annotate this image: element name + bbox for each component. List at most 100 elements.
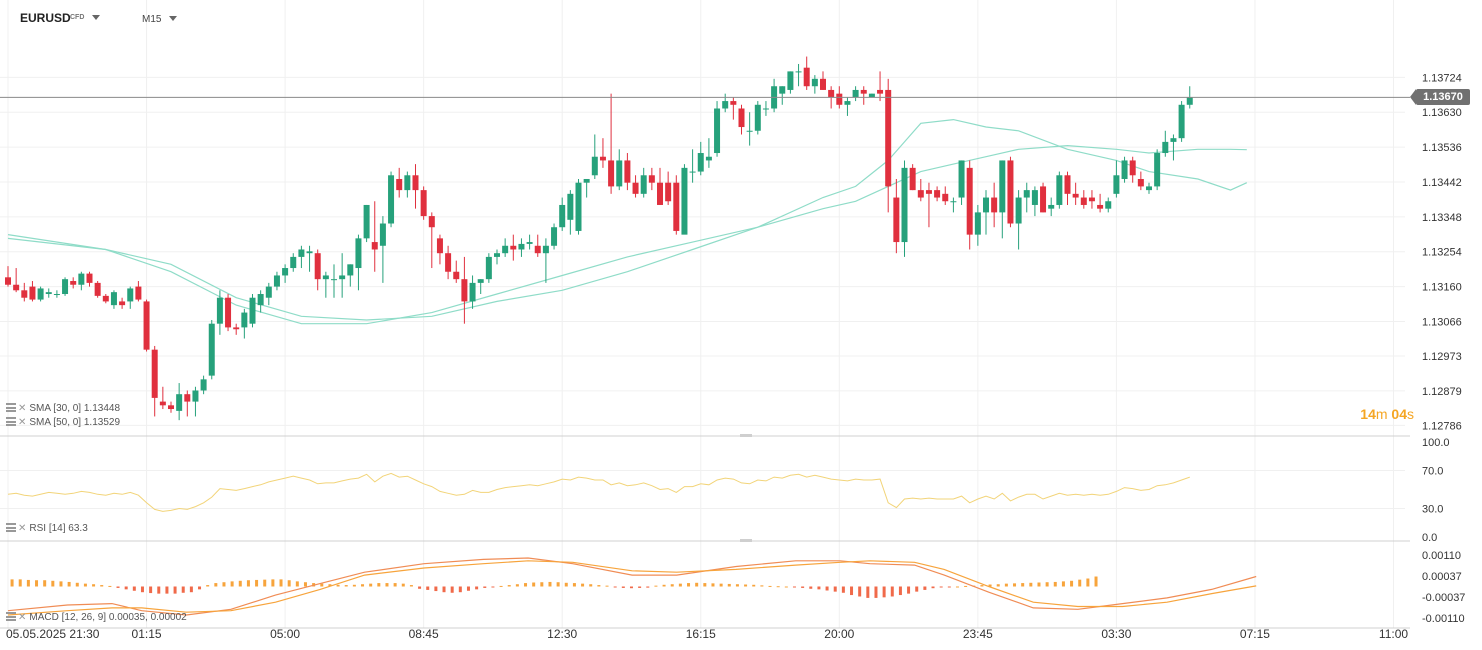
candle-body: [689, 171, 696, 173]
settings-icon[interactable]: [6, 403, 16, 412]
macd-histogram-bar: [548, 581, 552, 587]
symbol-name[interactable]: EURUSD: [20, 11, 71, 25]
macd-histogram-bar: [1004, 583, 1008, 587]
macd-histogram-bar: [173, 586, 177, 594]
candle-body: [1097, 204, 1104, 209]
current-price-tag: 1.13670: [1410, 89, 1470, 106]
candle-body: [233, 327, 240, 330]
candle-body: [29, 286, 36, 300]
candle-body: [445, 253, 452, 272]
candle-body: [86, 273, 93, 283]
candle-body: [94, 282, 101, 296]
candle-body: [298, 249, 305, 257]
macd-histogram-bar: [124, 586, 128, 590]
macd-histogram-bar: [833, 586, 837, 592]
candle-body: [836, 93, 843, 105]
candle-body: [958, 160, 965, 198]
macd-histogram-bar: [303, 582, 307, 587]
candle-body: [388, 175, 395, 224]
candle-body: [1072, 193, 1079, 198]
rsi-label: RSI [14] 63.3: [29, 523, 88, 534]
candle-body: [1064, 175, 1071, 194]
x-tick-label: 03:30: [1101, 627, 1131, 641]
y-tick-label: 1.12879: [1422, 386, 1462, 398]
macd-tick-label: 0.00110: [1422, 550, 1461, 562]
macd-histogram-bar: [621, 586, 625, 588]
candle-body: [510, 245, 517, 250]
macd-histogram-bar: [385, 583, 389, 587]
macd-histogram-bar: [915, 586, 919, 592]
candle-body: [852, 89, 859, 98]
macd-histogram-bar: [426, 586, 430, 590]
candle-body: [1121, 160, 1128, 179]
candle-body: [648, 175, 655, 183]
legend-rsi[interactable]: ✕ RSI [14] 63.3: [6, 522, 88, 536]
candle-body: [868, 93, 875, 98]
candle-body: [697, 153, 704, 172]
settings-icon[interactable]: [6, 612, 16, 621]
x-tick-label: 08:45: [409, 627, 439, 641]
macd-histogram-bar: [100, 585, 104, 587]
settings-icon[interactable]: [6, 417, 16, 426]
macd-histogram-bar: [678, 583, 682, 587]
candle-body: [828, 89, 835, 98]
macd-histogram-bar: [597, 585, 601, 587]
y-tick-label: 1.12786: [1422, 420, 1462, 432]
candle-body: [705, 156, 712, 161]
candle-body: [730, 101, 737, 105]
candle-body: [974, 212, 981, 235]
macd-histogram-bar: [499, 585, 503, 587]
legend-sma30[interactable]: ✕ SMA [30, 0] 1.13448: [6, 402, 120, 416]
settings-icon[interactable]: [6, 523, 16, 532]
macd-histogram-bar: [1029, 582, 1033, 587]
x-tick-label: 07:15: [1240, 627, 1270, 641]
candle-body: [1056, 175, 1063, 205]
macd-histogram-bar: [964, 585, 968, 587]
close-icon[interactable]: ✕: [18, 523, 27, 534]
macd-histogram-bar: [988, 584, 992, 587]
close-icon[interactable]: ✕: [18, 612, 27, 623]
legend-macd[interactable]: ✕ MACD [12, 26, 9] 0.00035, 0.00002: [6, 611, 187, 625]
macd-histogram-bar: [866, 586, 870, 598]
macd-histogram-bar: [377, 583, 381, 587]
close-icon[interactable]: ✕: [18, 417, 27, 428]
rsi-tick-label: 0.0: [1422, 532, 1437, 544]
legend-sma50[interactable]: ✕ SMA [50, 0] 1.13529: [6, 416, 120, 430]
y-tick-label: 1.13066: [1422, 316, 1462, 328]
candle-body: [119, 301, 126, 306]
macd-histogram-bar: [230, 581, 234, 587]
candle-body: [363, 204, 370, 239]
macd-histogram-bar: [874, 586, 878, 598]
candle-body: [795, 71, 802, 73]
y-tick-label: 1.13254: [1422, 247, 1462, 259]
macd-histogram-bar: [613, 586, 617, 588]
candle-body: [21, 290, 28, 298]
macd-histogram-bar: [703, 583, 707, 587]
macd-histogram-bar: [923, 586, 927, 590]
macd-histogram-bar: [214, 583, 218, 587]
candle-body: [616, 160, 623, 187]
y-tick-label: 1.13442: [1422, 177, 1462, 189]
macd-histogram-bar: [629, 586, 633, 589]
chevron-down-icon[interactable]: [92, 15, 100, 20]
candle-body: [844, 101, 851, 105]
timeframe-selector[interactable]: M15: [142, 14, 162, 25]
candle-body: [608, 160, 615, 187]
candle-body: [909, 167, 916, 191]
macd-histogram-bar: [1037, 582, 1041, 587]
candle-body: [355, 238, 362, 269]
chevron-down-icon[interactable]: [169, 16, 177, 21]
macd-histogram-bar: [719, 583, 723, 587]
candle-body: [282, 268, 289, 276]
macd-histogram-bar: [792, 586, 796, 588]
macd-histogram-bar: [83, 583, 87, 587]
macd-histogram-bar: [271, 579, 275, 587]
macd-histogram-bar: [801, 586, 805, 588]
macd-histogram-bar: [670, 584, 674, 587]
candle-body: [1007, 160, 1014, 224]
macd-histogram-bar: [638, 586, 642, 588]
x-tick-label: 11:00: [1379, 627, 1408, 641]
close-icon[interactable]: ✕: [18, 403, 27, 414]
